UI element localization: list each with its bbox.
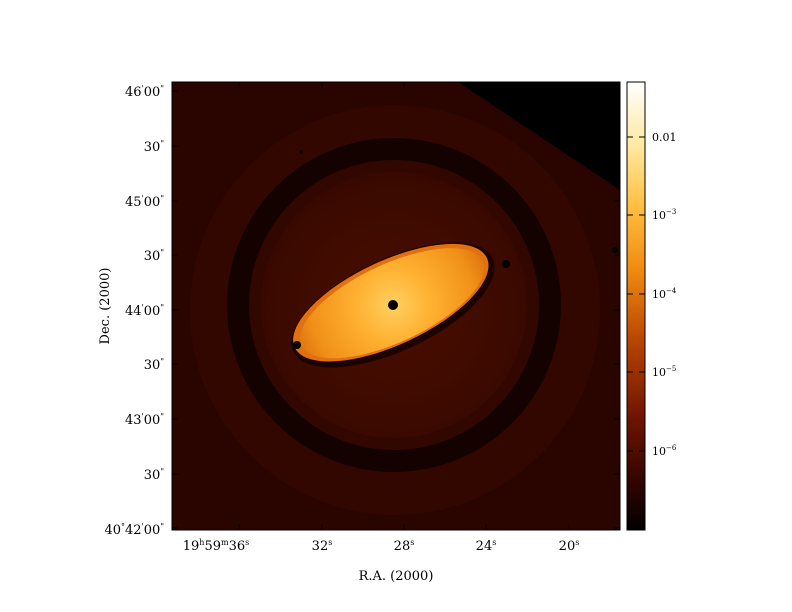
- x-tick-label-4: 20s: [559, 538, 580, 554]
- x-tick-label-3: 24s: [476, 538, 497, 554]
- y-tick-label-2: 45'00": [125, 194, 164, 210]
- plot-frame: [171, 81, 621, 531]
- masked-source-2: [502, 260, 510, 268]
- colorbar-label-3: 10−5: [652, 365, 676, 379]
- y-tick-label-1: 30": [144, 139, 164, 155]
- dark-ring: [227, 138, 561, 472]
- masked-source-3: [299, 150, 303, 154]
- y-tick-label-6: 43'00": [125, 412, 164, 428]
- y-tick-label-7: 30": [144, 467, 164, 483]
- x-axis-label: R.A. (2000): [359, 569, 434, 584]
- y-tick-label-8: 40°42'00": [104, 522, 164, 538]
- y-tick-label-5: 30": [144, 357, 164, 373]
- sky-image: [172, 82, 620, 530]
- nucleus-mask: [388, 300, 398, 310]
- colorbar-labels: 0.01 10−3 10−4 10−5 10−6: [652, 131, 677, 458]
- colorbar-label-4: 10−6: [652, 444, 677, 458]
- colorbar: 0.01 10−3 10−4 10−5 10−6: [626, 81, 677, 531]
- y-tick-label-3: 30": [144, 248, 164, 264]
- y-axis-label: Dec. (2000): [98, 268, 113, 345]
- masked-source-4: [612, 247, 618, 253]
- colorbar-ticks: [627, 136, 645, 452]
- no-data-corner: [458, 82, 620, 190]
- colorbar-gradient: [626, 81, 646, 531]
- x-axis-tick-labels: 19h59m36s 32s 28s 24s 20s: [183, 538, 580, 554]
- y-axis-tick-labels: 46'00" 30" 45'00" 30" 44'00" 30" 43'00" …: [104, 84, 164, 538]
- y-axis-ticks: [172, 90, 620, 529]
- y-tick-label-0: 46'00": [125, 84, 164, 100]
- colorbar-label-0: 0.01: [652, 131, 677, 144]
- colorbar-label-2: 10−4: [652, 287, 677, 301]
- x-tick-label-1: 32s: [312, 538, 333, 554]
- masked-source-1: [293, 341, 301, 349]
- y-tick-label-4: 44'00": [125, 303, 164, 319]
- x-tick-label-2: 28s: [394, 538, 415, 554]
- x-tick-label-0: 19h59m36s: [183, 538, 250, 554]
- x-axis-ticks: [238, 82, 570, 530]
- colorbar-label-1: 10−3: [652, 208, 676, 222]
